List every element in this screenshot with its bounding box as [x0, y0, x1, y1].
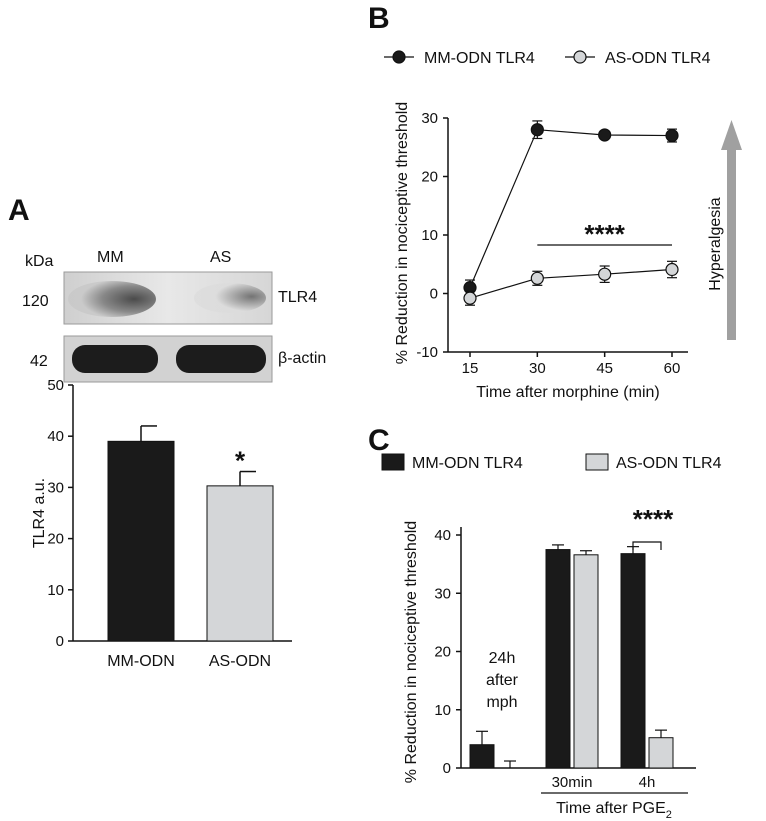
c-bar-mm	[620, 553, 646, 769]
chart-b: -10 0 10 20 30 15 30 45 60 Time after morphine (m…	[384, 50, 742, 401]
actin-band-as	[176, 345, 266, 373]
b-side-label: Hyperalgesia	[707, 197, 724, 290]
c-group-note-line: mph	[486, 694, 517, 711]
c-x-group-label: 4h	[639, 774, 656, 791]
c-y-tick-label: 10	[434, 702, 451, 719]
b-legend-marker	[573, 50, 587, 64]
b-x-tick-label: 30	[529, 360, 546, 377]
blot-protein-tlr4: TLR4	[278, 289, 317, 306]
panel-c-letter: C	[368, 424, 390, 457]
b-y-tick-label: 20	[421, 169, 438, 186]
chart-c: 0 10 20 30 40 % Reduction in nociceptive thre…	[381, 453, 722, 821]
b-x-axis-label: Time after morphine (min)	[476, 384, 659, 401]
b-y-tick-label: 10	[421, 227, 438, 244]
c-y-tick-label: 0	[443, 760, 451, 777]
c-legend-label: AS-ODN TLR4	[616, 455, 722, 472]
b-point-mm	[530, 123, 544, 137]
b-y-tick-label: 0	[430, 286, 438, 303]
a-y-tick-label: 10	[47, 582, 64, 599]
c-y-tick-label: 30	[434, 585, 451, 602]
c-significance-bracket	[632, 541, 662, 550]
c-legend-swatch	[585, 453, 609, 471]
tlr4-band-mm	[68, 281, 156, 317]
c-x-group-label: 30min	[552, 774, 593, 791]
b-legend-marker	[392, 50, 406, 64]
b-significance-stars: ****	[584, 219, 625, 249]
a-x-category-label: AS-ODN	[209, 653, 271, 670]
b-y-tick-label: 30	[421, 110, 438, 127]
b-hyperalgesia-arrow-head	[721, 120, 742, 150]
c-bar-as	[648, 737, 674, 769]
a-y-tick-label: 0	[56, 633, 64, 650]
c-legend-swatch	[381, 453, 405, 471]
c-significance-stars: ****	[633, 504, 674, 534]
c-x-axis-label: Time after PGE2	[556, 800, 672, 821]
c-x-axis-label-main: Time after PGE	[556, 800, 666, 817]
blot-unit-label: kDa	[25, 253, 54, 270]
b-x-tick-label: 60	[664, 360, 681, 377]
c-y-axis-label: % Reduction in nociceptive threshold	[403, 521, 420, 783]
b-x-tick-label: 45	[596, 360, 613, 377]
b-point-as	[530, 271, 544, 285]
chart-a: 0 10 20 30 40 50 MM-ODN AS-ODN * TLR4 a.u.	[31, 377, 292, 670]
actin-band-mm	[72, 345, 158, 373]
b-point-mm	[598, 128, 612, 142]
tlr4-band-as	[194, 283, 266, 313]
b-point-as	[665, 262, 679, 277]
c-legend-label: MM-ODN TLR4	[412, 455, 523, 472]
b-legend-label: MM-ODN TLR4	[424, 50, 535, 67]
blot-protein-actin: β-actin	[278, 350, 326, 367]
c-y-tick-label: 20	[434, 644, 451, 661]
c-bar-mm	[545, 549, 571, 769]
a-y-axis-label: TLR4 a.u.	[31, 478, 48, 548]
b-point-as	[463, 291, 477, 305]
a-y-tick-label: 20	[47, 531, 64, 548]
b-y-axis-label: % Reduction in nociceptive threshold	[394, 102, 411, 364]
c-y-tick-label: 40	[434, 527, 451, 544]
b-point-as	[598, 267, 612, 281]
b-point-mm	[665, 128, 679, 143]
c-bar-as	[573, 554, 599, 769]
b-hyperalgesia-arrow-shaft	[727, 148, 736, 340]
a-y-tick-label: 40	[47, 428, 64, 445]
western-blot: kDa MM AS TLR4 120 β-actin 42	[22, 249, 326, 383]
a-x-category-label: MM-ODN	[107, 653, 175, 670]
blot-lane-label-as: AS	[210, 249, 231, 266]
blot-lane-label-mm: MM	[97, 249, 124, 266]
a-y-tick-label: 30	[47, 479, 64, 496]
c-group-note-line: after	[486, 672, 519, 689]
b-legend-label: AS-ODN TLR4	[605, 50, 711, 67]
b-y-tick-label: -10	[416, 344, 438, 361]
a-bar-as-odn	[206, 485, 274, 642]
b-x-tick-label: 15	[462, 360, 479, 377]
a-y-tick-label: 50	[47, 377, 64, 394]
panel-b-letter: B	[368, 2, 390, 35]
c-group-note-line: 24h	[489, 650, 516, 667]
panel-a-letter: A	[8, 194, 30, 227]
b-series-line-as	[469, 268, 673, 299]
b-series-line-mm	[469, 129, 673, 288]
c-x-axis-label-subscript: 2	[666, 809, 672, 821]
blot-mw-120: 120	[22, 293, 49, 310]
a-bar-mm-odn	[107, 440, 175, 642]
a-significance-star: *	[235, 446, 246, 476]
c-bar-mm	[469, 744, 495, 769]
blot-mw-42: 42	[30, 353, 48, 370]
